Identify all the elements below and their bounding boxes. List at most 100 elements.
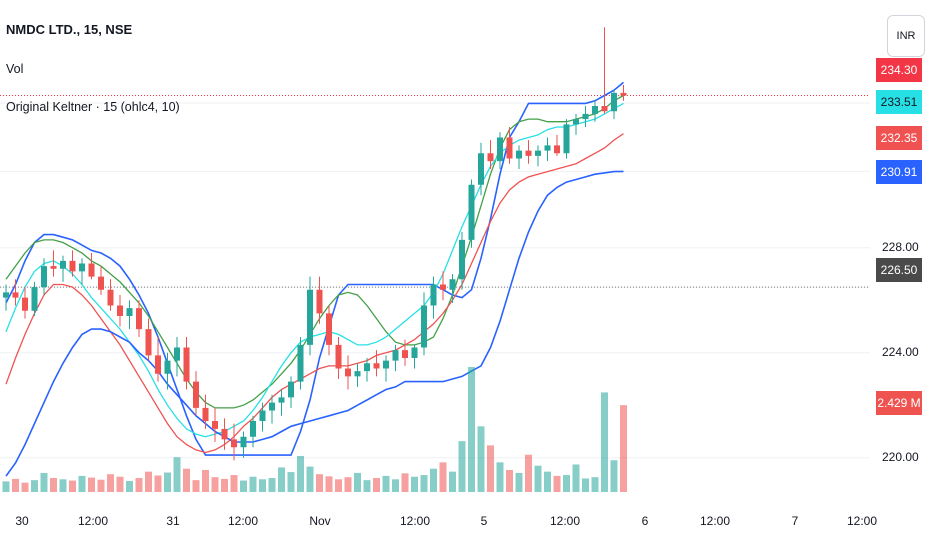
candle — [573, 113, 579, 135]
candle — [554, 134, 560, 156]
volume-bar — [401, 473, 409, 492]
x-tick-label: 12:00 — [699, 514, 731, 528]
candle — [202, 394, 209, 429]
candle-body — [288, 381, 294, 398]
candle — [174, 337, 180, 377]
candle — [50, 250, 57, 277]
volume-bar — [59, 479, 67, 492]
candle — [41, 258, 47, 295]
candle-body — [12, 292, 19, 298]
volume-bar — [525, 454, 532, 492]
volume-bar — [278, 467, 285, 492]
candle-body — [69, 260, 76, 272]
symbol-title[interactable]: NMDC LTD., 15, NSE — [6, 22, 133, 37]
price-tag: 233.51 — [876, 90, 922, 114]
currency-button[interactable]: INR — [887, 15, 925, 57]
candle-body — [278, 397, 285, 403]
candle — [383, 355, 389, 382]
candle-body — [497, 137, 503, 162]
candle — [193, 371, 199, 416]
candle — [516, 145, 522, 169]
candle-body — [3, 292, 9, 298]
candle-body — [402, 350, 408, 358]
candle — [430, 276, 437, 319]
volume-bar — [12, 478, 19, 492]
candle — [411, 344, 418, 369]
candle-body — [468, 184, 475, 240]
candle-body — [563, 124, 570, 154]
volume-bar — [297, 455, 304, 492]
keltner-bands — [5, 81, 625, 477]
volume-bar — [40, 472, 48, 492]
candle — [136, 300, 142, 337]
volume-bar — [420, 475, 428, 492]
keltner-legend[interactable]: Original Keltner · 15 (ohlc4, 10) — [6, 100, 180, 114]
y-tick-label: 228.00 — [882, 239, 919, 254]
candle — [240, 431, 247, 458]
candle-body — [41, 266, 47, 288]
volume-bar — [610, 460, 618, 492]
band-keltner-lower-band — [5, 170, 624, 477]
volume-bar — [582, 478, 589, 492]
x-tick-label: Nov — [309, 514, 331, 528]
candle — [592, 100, 598, 122]
candle — [335, 337, 342, 379]
volume-bar — [97, 479, 105, 492]
candle — [164, 352, 171, 390]
band-keltner-upper — [5, 81, 625, 456]
volume-bar — [259, 479, 266, 492]
candle-body — [117, 305, 123, 316]
candle-body — [373, 363, 380, 369]
price-tag: 226.50 — [876, 258, 922, 282]
candle — [31, 281, 38, 316]
price-tag: 230.91 — [876, 160, 922, 184]
candle — [316, 276, 323, 324]
candle-body — [145, 329, 152, 356]
volume-bar — [335, 479, 342, 492]
candle-body — [193, 381, 199, 408]
candle-body — [411, 347, 418, 358]
volume-bar — [268, 478, 276, 492]
candle-body — [487, 153, 494, 162]
x-tick-label: 31 — [166, 514, 180, 528]
candle — [12, 279, 19, 306]
volume-bar — [221, 478, 228, 492]
grid-layer — [0, 95, 870, 459]
candle — [392, 344, 399, 372]
candle — [487, 140, 494, 169]
x-tick-label: 6 — [641, 514, 649, 528]
candle — [98, 266, 104, 295]
candle-body — [98, 276, 104, 290]
candle-body — [269, 402, 275, 411]
candle — [155, 337, 161, 382]
volume-bar — [354, 472, 361, 492]
volume-bar — [411, 476, 418, 492]
candle-body — [535, 150, 541, 156]
volume-bar — [468, 367, 475, 492]
candle — [288, 376, 294, 408]
candle-body — [611, 92, 617, 112]
candle — [468, 179, 475, 248]
volume-bar — [534, 465, 542, 492]
x-tick-label: 5 — [480, 514, 488, 528]
volume-bar — [21, 482, 29, 492]
candle — [449, 274, 456, 303]
volume-bar — [506, 469, 513, 492]
candle — [79, 258, 85, 285]
candle — [183, 337, 190, 390]
volume-bar — [449, 471, 456, 492]
volume-bar — [430, 468, 437, 492]
volume-legend[interactable]: Vol — [6, 62, 24, 76]
x-tick-label: 12:00 — [399, 514, 431, 528]
candle-body — [554, 145, 560, 154]
volume-bar — [183, 468, 190, 492]
candle — [611, 90, 617, 120]
candle — [107, 279, 114, 311]
volume-bar — [458, 441, 466, 492]
volume-bar — [164, 472, 171, 492]
volume-bars — [2, 367, 627, 492]
candle-body — [31, 287, 38, 311]
x-tick-label: 12:00 — [846, 514, 878, 528]
volume-bar — [373, 478, 380, 492]
